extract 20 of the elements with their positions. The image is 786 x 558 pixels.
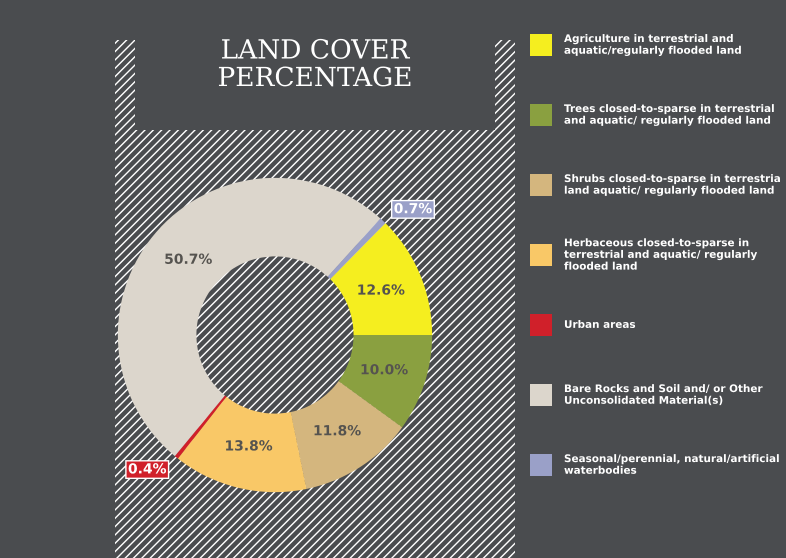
donut-slice: [174, 396, 226, 459]
text: LAND COVER PERCENTAGE: [218, 38, 410, 86]
legend-label: Urban areas: [564, 320, 636, 328]
donut-slice: [330, 223, 432, 335]
legend-label: Bare Rocks and Soil and/ or Other Unconsolidated Material(s): [564, 384, 763, 406]
legend-label: Seasonal/perennial, natural/artificial waterbodies: [564, 454, 779, 474]
data-label: 0.4%: [128, 463, 166, 474]
data-label: 10.0%: [362, 364, 408, 374]
donut-slice: [290, 381, 402, 489]
data-label: 13.8%: [226, 440, 272, 451]
data-label: 0.7%: [394, 202, 432, 214]
legend-label: Herbaceous closed-to-sparse in terrestrial and aquatic/ regularly flooded land: [564, 238, 758, 270]
data-label: 11.8%: [314, 424, 361, 436]
legend-label: Trees closed-to-sparse in terrestrial and aquatic/ regularly flooded land: [564, 104, 774, 126]
data-label: 12.6%: [358, 284, 404, 295]
legend-label: Shrubs closed-to-sparse in terrestria land aquatic/ regularly flooded land: [564, 174, 780, 196]
data-label: 50.7%: [165, 253, 212, 264]
legend-label: Agriculture in terrestrial and aquatic/regularly flooded land: [564, 34, 741, 56]
donut-slice: [328, 218, 386, 280]
donut-slice: [178, 396, 306, 492]
